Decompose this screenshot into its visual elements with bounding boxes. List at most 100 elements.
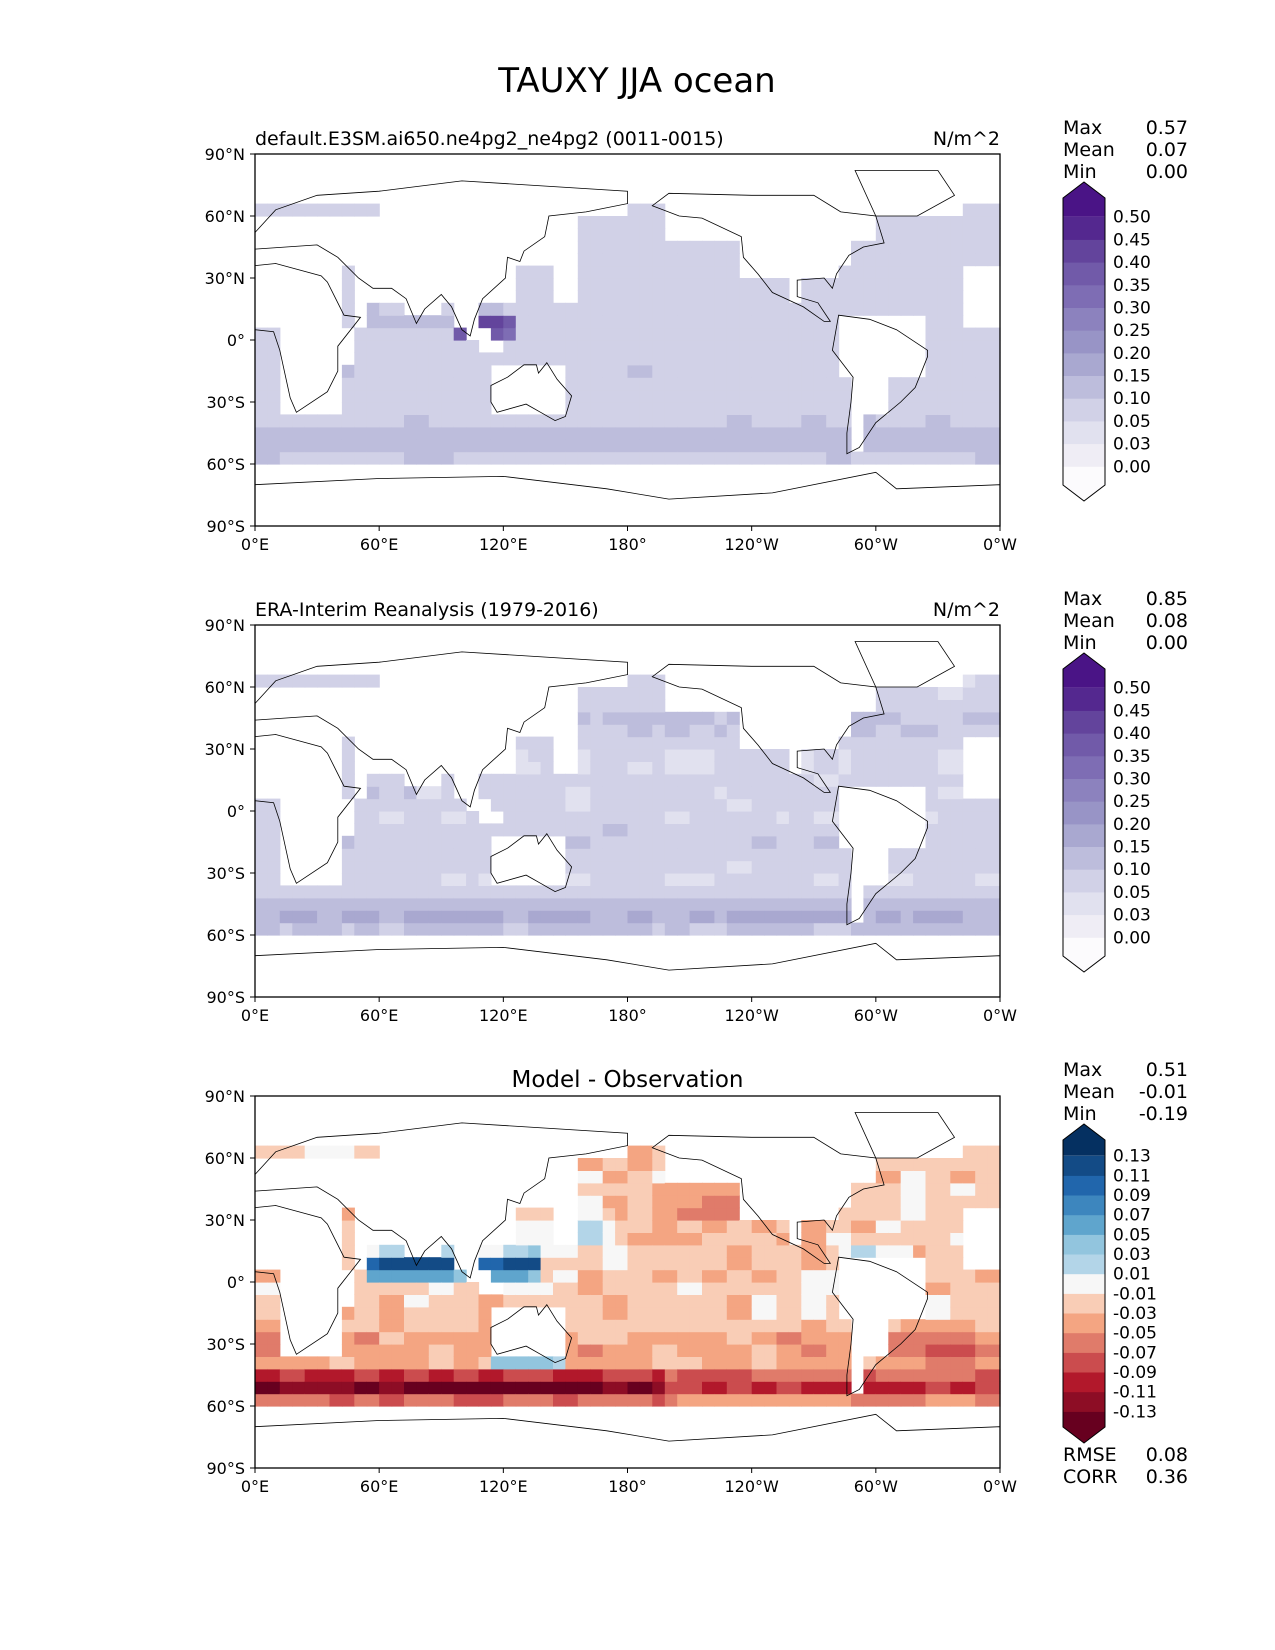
field-cell: [987, 1182, 1001, 1196]
field-cell: [726, 253, 740, 267]
field-cell: [987, 848, 1001, 862]
field-cell: [540, 1381, 554, 1395]
field-cell: [702, 1306, 715, 1320]
field-cell: [404, 1356, 417, 1370]
field-cell: [565, 910, 579, 924]
field-cell: [826, 1257, 840, 1271]
field-cell: [813, 749, 827, 762]
field-cell: [565, 773, 579, 787]
field-cell: [702, 1368, 715, 1382]
field-cell: [826, 1319, 840, 1333]
field-cell: [565, 811, 579, 824]
field-cell: [379, 327, 393, 341]
field-cell: [490, 1269, 504, 1283]
field-cell: [354, 389, 368, 403]
field-cell: [354, 414, 368, 428]
field-cell: [354, 811, 368, 824]
field-cell: [453, 1393, 467, 1407]
field-cell: [788, 798, 802, 812]
field-cell: [838, 414, 852, 428]
field-cell: [627, 1368, 641, 1382]
field-cell: [267, 835, 281, 849]
field-cell: [962, 724, 976, 738]
field-cell: [615, 1257, 629, 1271]
field-cell: [739, 1269, 753, 1283]
field-cell: [391, 414, 405, 428]
field-cell: [602, 1344, 616, 1357]
field-cell: [851, 240, 864, 254]
field-cell: [577, 798, 591, 812]
field-cell: [503, 897, 517, 911]
field-cell: [975, 414, 989, 428]
field-cell: [776, 1319, 790, 1333]
field-cell: [875, 265, 889, 279]
field-cell: [366, 315, 380, 329]
field-cell: [950, 711, 964, 725]
field-cell: [937, 1282, 951, 1295]
field-cell: [577, 265, 591, 279]
field-cell: [615, 253, 629, 267]
field-cell: [553, 451, 566, 465]
field-cell: [813, 786, 827, 800]
field-cell: [714, 1356, 728, 1370]
field-cell: [639, 1282, 653, 1295]
field-cell: [937, 327, 951, 341]
field-cell: [627, 736, 641, 750]
field-cell: [391, 897, 405, 911]
field-cell: [453, 426, 467, 440]
field-cell: [577, 352, 591, 366]
field-cell: [416, 811, 430, 824]
field-cell: [441, 910, 455, 924]
field-cell: [900, 1195, 914, 1209]
field-cell: [639, 1306, 653, 1320]
field-cell: [565, 1381, 579, 1395]
field-cell: [515, 811, 529, 824]
field-cell: [652, 216, 666, 229]
field-cell: [590, 377, 604, 391]
field-cell: [404, 315, 417, 329]
field-cell: [677, 439, 691, 453]
field-cell: [602, 1207, 616, 1221]
colorbar-segment: [1063, 352, 1105, 376]
field-cell: [329, 203, 343, 217]
field-cell: [937, 240, 951, 254]
colorbar-segment: [1063, 914, 1105, 938]
field-cell: [577, 327, 591, 341]
field-cell: [689, 922, 703, 936]
field-cell: [813, 1344, 827, 1357]
field-cell: [714, 1306, 728, 1320]
field-cell: [478, 439, 492, 453]
field-cell: [677, 749, 691, 762]
field-cell: [553, 315, 566, 329]
field-cell: [950, 278, 964, 291]
field-cell: [950, 699, 964, 713]
field-cell: [255, 439, 268, 453]
field-cell: [739, 773, 753, 787]
field-cell: [577, 377, 591, 391]
field-cell: [404, 910, 417, 924]
field-cell: [751, 315, 765, 329]
field-cell: [813, 439, 827, 453]
coast-greenland: [854, 641, 956, 688]
field-cell: [528, 1257, 542, 1271]
colorbar-segment: [1063, 1293, 1105, 1314]
field-cell: [590, 773, 604, 787]
field-cell: [565, 1344, 579, 1357]
field-cell: [255, 1331, 268, 1345]
field-cell: [540, 327, 554, 341]
field-cell: [528, 910, 542, 924]
field-cell: [975, 240, 989, 254]
field-cell: [441, 811, 455, 824]
field-cell: [478, 773, 492, 787]
field-cell: [379, 352, 393, 366]
field-cell: [515, 897, 529, 911]
field-cell: [639, 1182, 653, 1196]
field-cell: [913, 711, 927, 725]
field-cell: [900, 773, 914, 787]
field-cell: [267, 674, 281, 688]
field-cell: [639, 1381, 653, 1395]
field-cell: [677, 1356, 691, 1370]
field-cell: [590, 340, 604, 353]
field-cell: [627, 414, 641, 428]
field-cell: [577, 290, 591, 304]
